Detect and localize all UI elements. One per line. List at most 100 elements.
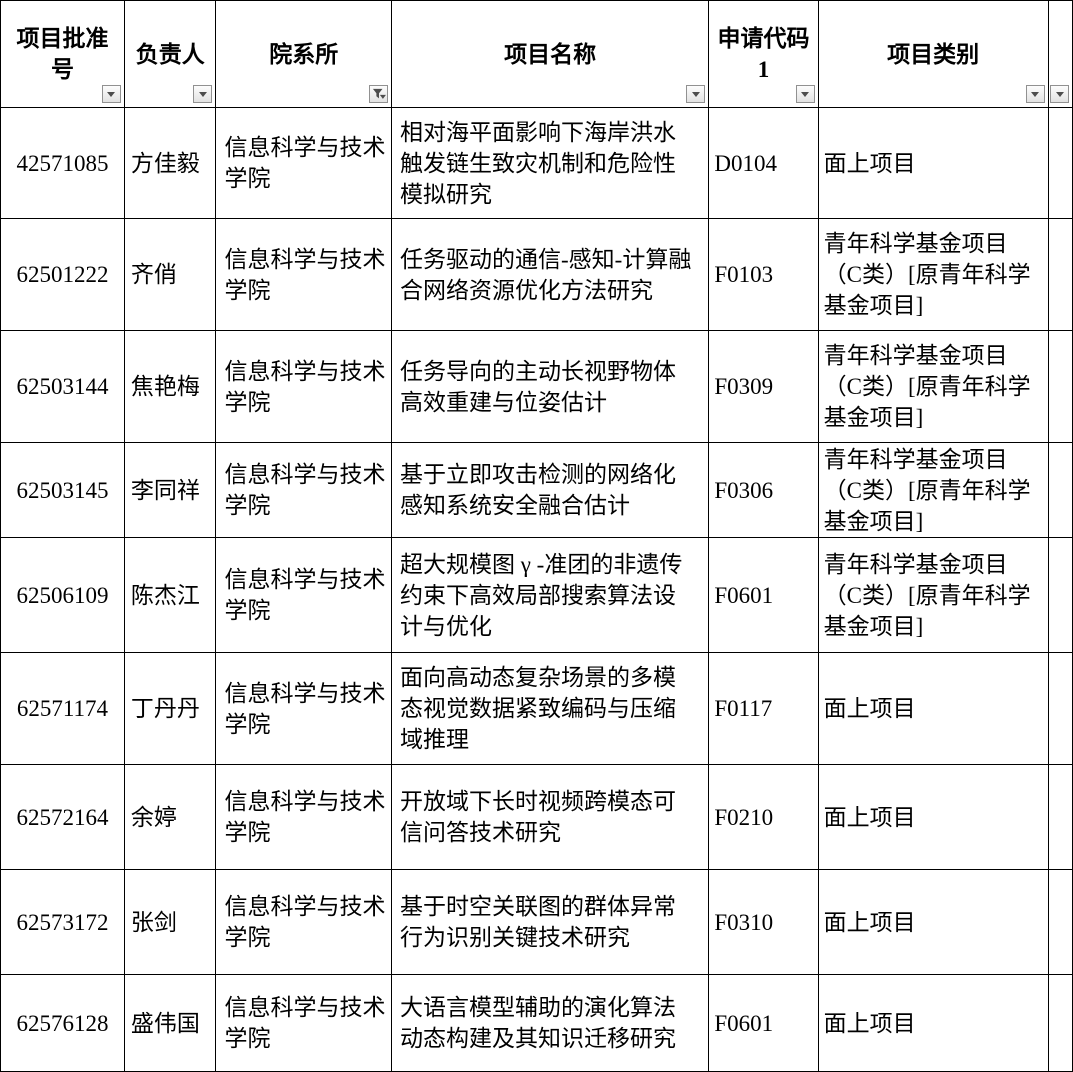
cell-partial[interactable] — [1047, 218, 1073, 331]
cell-leader[interactable]: 方佳毅 — [123, 107, 217, 219]
cell-department[interactable]: 信息科学与技术学院 — [215, 442, 392, 538]
dropdown-arrow-icon — [198, 91, 207, 97]
cell-department[interactable]: 信息科学与技术学院 — [215, 218, 392, 331]
cell-project-title[interactable]: 相对海平面影响下海岸洪水触发链生致灾机制和危险性模拟研究 — [390, 107, 710, 219]
cell-application-code[interactable]: F0103 — [708, 218, 819, 331]
table-body: 42571085 方佳毅 信息科学与技术学院 相对海平面影响下海岸洪水触发链生致… — [0, 107, 1073, 1072]
cell-project-category[interactable]: 面上项目 — [817, 652, 1049, 765]
cell-department[interactable]: 信息科学与技术学院 — [215, 107, 392, 219]
column-header-project-number[interactable]: 项目批准号 — [0, 0, 125, 108]
table-row: 62576128 盛伟国 信息科学与技术学院 大语言模型辅助的演化算法动态构建及… — [0, 974, 1073, 1072]
cell-text: 大语言模型辅助的演化算法动态构建及其知识迁移研究 — [400, 995, 676, 1051]
cell-text: 62576128 — [16, 1010, 109, 1036]
cell-project-number[interactable]: 62501222 — [0, 218, 125, 331]
cell-project-number[interactable]: 42571085 — [0, 107, 125, 219]
cell-application-code[interactable]: F0601 — [708, 974, 819, 1072]
cell-leader[interactable]: 齐俏 — [123, 218, 217, 331]
cell-text: D0104 — [714, 150, 777, 176]
column-header-label: 项目名称 — [504, 41, 597, 67]
cell-leader[interactable]: 余婷 — [123, 764, 217, 870]
cell-project-number[interactable]: 62503144 — [0, 330, 125, 443]
column-header-department[interactable]: 院系所 — [215, 0, 392, 108]
cell-partial[interactable] — [1047, 537, 1073, 653]
table-row: 62571174 丁丹丹 信息科学与技术学院 面向高动态复杂场景的多模态视觉数据… — [0, 652, 1073, 765]
cell-application-code[interactable]: F0306 — [708, 442, 819, 538]
cell-department[interactable]: 信息科学与技术学院 — [215, 974, 392, 1072]
cell-application-code[interactable]: F0309 — [708, 330, 819, 443]
cell-project-number[interactable]: 62506109 — [0, 537, 125, 653]
column-header-label: 申请代码1 — [717, 26, 810, 82]
cell-project-number[interactable]: 62573172 — [0, 869, 125, 975]
column-header-leader[interactable]: 负责人 — [123, 0, 217, 108]
filter-dropdown-button[interactable] — [101, 85, 121, 103]
cell-project-category[interactable]: 面上项目 — [817, 764, 1049, 870]
cell-partial[interactable] — [1047, 974, 1073, 1072]
cell-text: 62503145 — [16, 477, 109, 503]
column-header-project-category[interactable]: 项目类别 — [817, 0, 1049, 108]
filter-dropdown-button-filtered[interactable] — [369, 85, 388, 103]
cell-leader[interactable]: 张剑 — [123, 869, 217, 975]
cell-partial[interactable] — [1047, 869, 1073, 975]
cell-text: 面上项目 — [823, 696, 916, 721]
cell-leader[interactable]: 丁丹丹 — [123, 652, 217, 765]
filter-dropdown-button[interactable] — [1050, 85, 1069, 103]
cell-leader[interactable]: 李同祥 — [123, 442, 217, 538]
cell-project-category[interactable]: 面上项目 — [817, 869, 1049, 975]
cell-text: 信息科学与技术学院 — [224, 995, 386, 1051]
cell-text: 基于时空关联图的群体异常行为识别关键技术研究 — [400, 894, 676, 950]
cell-text: 开放域下长时视频跨模态可信问答技术研究 — [400, 789, 676, 845]
cell-application-code[interactable]: F0601 — [708, 537, 819, 653]
column-header-project-title[interactable]: 项目名称 — [390, 0, 710, 108]
cell-project-title[interactable]: 大语言模型辅助的演化算法动态构建及其知识迁移研究 — [390, 974, 710, 1072]
cell-text: 62506109 — [16, 582, 109, 608]
cell-department[interactable]: 信息科学与技术学院 — [215, 537, 392, 653]
cell-project-category[interactable]: 青年科学基金项目（C类）[原青年科学基金项目] — [817, 218, 1049, 331]
cell-partial[interactable] — [1047, 764, 1073, 870]
cell-text: 李同祥 — [130, 477, 200, 503]
cell-project-category[interactable]: 面上项目 — [817, 974, 1049, 1072]
cell-project-category[interactable]: 青年科学基金项目（C类）[原青年科学基金项目] — [817, 442, 1049, 538]
column-header-label: 项目批准号 — [16, 26, 109, 82]
cell-project-number[interactable]: 62571174 — [0, 652, 125, 765]
cell-partial[interactable] — [1047, 107, 1073, 219]
cell-partial[interactable] — [1047, 442, 1073, 538]
column-header-partial[interactable] — [1047, 0, 1073, 108]
filter-dropdown-button[interactable] — [686, 85, 706, 103]
column-header-label: 院系所 — [269, 41, 339, 67]
cell-application-code[interactable]: F0310 — [708, 869, 819, 975]
column-header-label: 负责人 — [135, 41, 205, 67]
cell-department[interactable]: 信息科学与技术学院 — [215, 764, 392, 870]
cell-project-number[interactable]: 62576128 — [0, 974, 125, 1072]
cell-leader[interactable]: 焦艳梅 — [123, 330, 217, 443]
cell-department[interactable]: 信息科学与技术学院 — [215, 330, 392, 443]
cell-project-title[interactable]: 开放域下长时视频跨模态可信问答技术研究 — [390, 764, 710, 870]
cell-project-title[interactable]: 任务驱动的通信-感知-计算融合网络资源优化方法研究 — [390, 218, 710, 331]
cell-application-code[interactable]: F0117 — [708, 652, 819, 765]
cell-project-number[interactable]: 62572164 — [0, 764, 125, 870]
column-header-application-code[interactable]: 申请代码1 — [708, 0, 819, 108]
cell-project-title[interactable]: 任务导向的主动长视野物体高效重建与位姿估计 — [390, 330, 710, 443]
cell-partial[interactable] — [1047, 652, 1073, 765]
filter-dropdown-button[interactable] — [193, 85, 213, 103]
cell-project-title[interactable]: 面向高动态复杂场景的多模态视觉数据紧致编码与压缩域推理 — [390, 652, 710, 765]
cell-project-category[interactable]: 青年科学基金项目（C类）[原青年科学基金项目] — [817, 330, 1049, 443]
cell-project-category[interactable]: 青年科学基金项目（C类）[原青年科学基金项目] — [817, 537, 1049, 653]
cell-project-category[interactable]: 面上项目 — [817, 107, 1049, 219]
cell-project-number[interactable]: 62503145 — [0, 442, 125, 538]
cell-project-title[interactable]: 基于立即攻击检测的网络化感知系统安全融合估计 — [390, 442, 710, 538]
cell-text: 基于立即攻击检测的网络化感知系统安全融合估计 — [400, 462, 676, 518]
cell-leader[interactable]: 盛伟国 — [123, 974, 217, 1072]
cell-project-title[interactable]: 超大规模图 γ -准团的非遗传约束下高效局部搜索算法设计与优化 — [390, 537, 710, 653]
cell-project-title[interactable]: 基于时空关联图的群体异常行为识别关键技术研究 — [390, 869, 710, 975]
cell-application-code[interactable]: F0210 — [708, 764, 819, 870]
cell-partial[interactable] — [1047, 330, 1073, 443]
cell-application-code[interactable]: D0104 — [708, 107, 819, 219]
cell-text: F0306 — [714, 477, 774, 503]
cell-department[interactable]: 信息科学与技术学院 — [215, 869, 392, 975]
filter-dropdown-button[interactable] — [1025, 85, 1045, 103]
cell-text: F0117 — [714, 696, 773, 721]
cell-leader[interactable]: 陈杰江 — [123, 537, 217, 653]
filter-dropdown-button[interactable] — [795, 85, 815, 103]
cell-department[interactable]: 信息科学与技术学院 — [215, 652, 392, 765]
